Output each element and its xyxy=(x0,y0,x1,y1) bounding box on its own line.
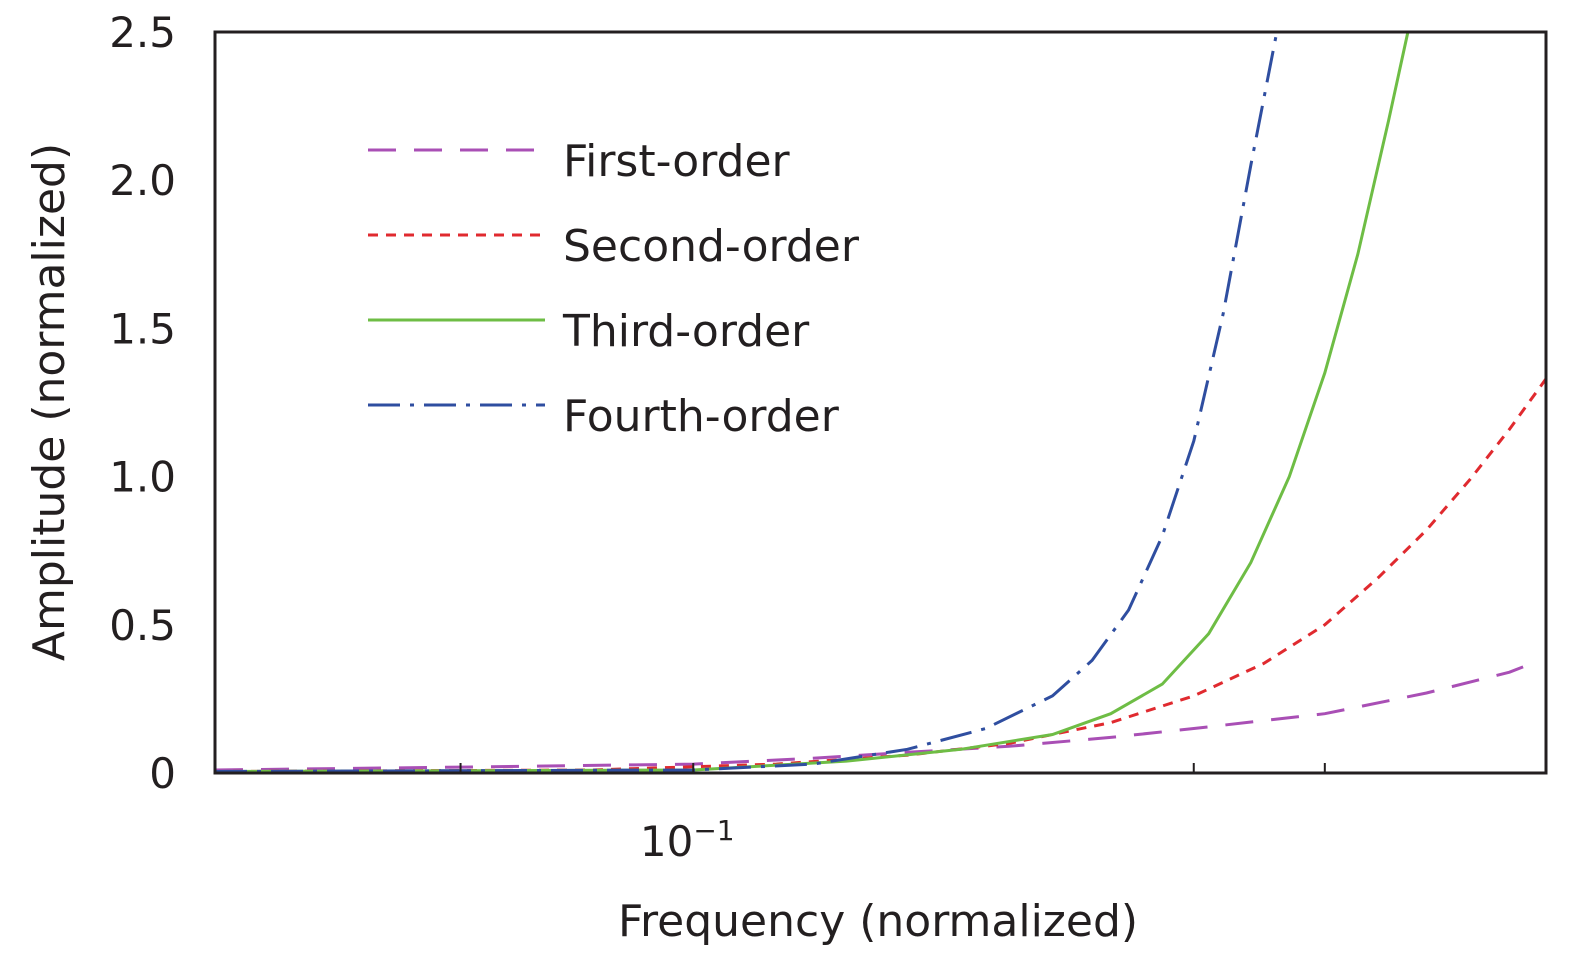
plot-frame xyxy=(213,30,1548,775)
x-tick-base: 10 xyxy=(640,817,693,866)
series-line-first-order xyxy=(215,664,1526,772)
y-tick-label: 1.0 xyxy=(109,453,176,502)
legend-label-second-order: Second-order xyxy=(563,221,860,272)
series-line-third-order xyxy=(215,31,1410,773)
tick-layer xyxy=(459,763,1326,773)
y-tick-label: 0.5 xyxy=(109,601,176,650)
y-axis-title: Amplitude (normalized) xyxy=(24,143,75,661)
y-tick-labels: 0 0.5 1.0 1.5 2.0 2.5 xyxy=(109,8,176,798)
legend-label-third-order: Third-order xyxy=(562,306,810,357)
x-tick-exponent: −1 xyxy=(693,814,734,847)
y-tick-label: 2.0 xyxy=(109,156,176,205)
series-layer xyxy=(215,31,1546,773)
y-tick-label: 2.5 xyxy=(109,8,176,57)
x-axis-title: Frequency (normalized) xyxy=(618,896,1138,947)
legend-label-fourth-order: Fourth-order xyxy=(563,391,840,442)
legend: First-order Second-order Third-order Fourth… xyxy=(368,136,860,442)
series-line-second-order xyxy=(215,377,1546,773)
legend-label-first-order: First-order xyxy=(563,136,791,187)
y-tick-label: 0 xyxy=(149,749,176,798)
y-tick-label: 1.5 xyxy=(109,304,176,353)
x-tick-label: 10−1 xyxy=(640,814,735,866)
series-line-fourth-order xyxy=(215,31,1279,773)
